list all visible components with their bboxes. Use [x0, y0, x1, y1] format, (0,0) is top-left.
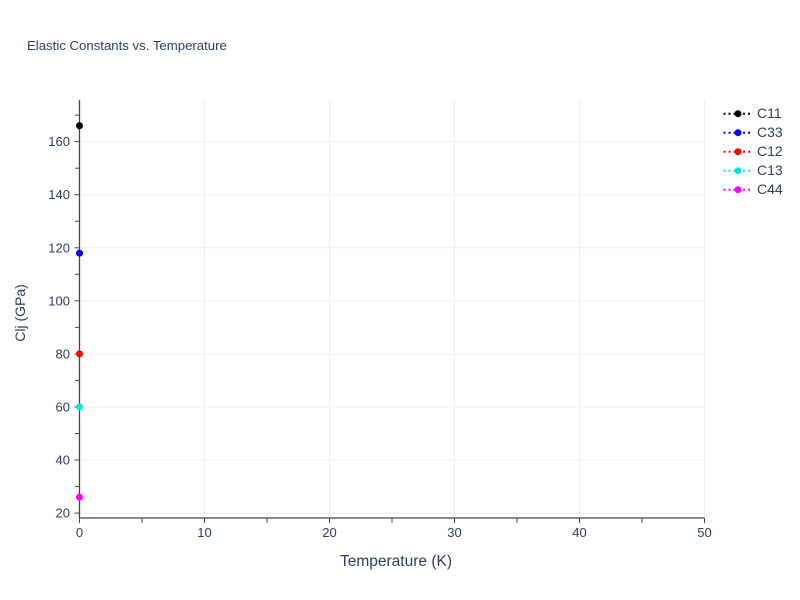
svg-text:C44: C44 — [757, 181, 783, 197]
svg-text:C33: C33 — [757, 124, 783, 140]
svg-text:120: 120 — [48, 240, 70, 255]
svg-text:10: 10 — [197, 525, 211, 540]
svg-text:160: 160 — [48, 134, 70, 149]
svg-text:C12: C12 — [757, 143, 783, 159]
svg-text:C11: C11 — [757, 105, 782, 121]
svg-text:50: 50 — [697, 525, 711, 540]
svg-text:140: 140 — [48, 187, 70, 202]
svg-text:80: 80 — [56, 346, 70, 361]
svg-text:40: 40 — [572, 525, 586, 540]
svg-text:20: 20 — [56, 506, 70, 521]
svg-text:20: 20 — [322, 525, 336, 540]
svg-text:100: 100 — [48, 293, 70, 308]
svg-text:C13: C13 — [757, 162, 783, 178]
svg-text:60: 60 — [56, 399, 70, 414]
svg-text:0: 0 — [76, 525, 83, 540]
svg-text:40: 40 — [56, 453, 70, 468]
svg-text:30: 30 — [447, 525, 461, 540]
